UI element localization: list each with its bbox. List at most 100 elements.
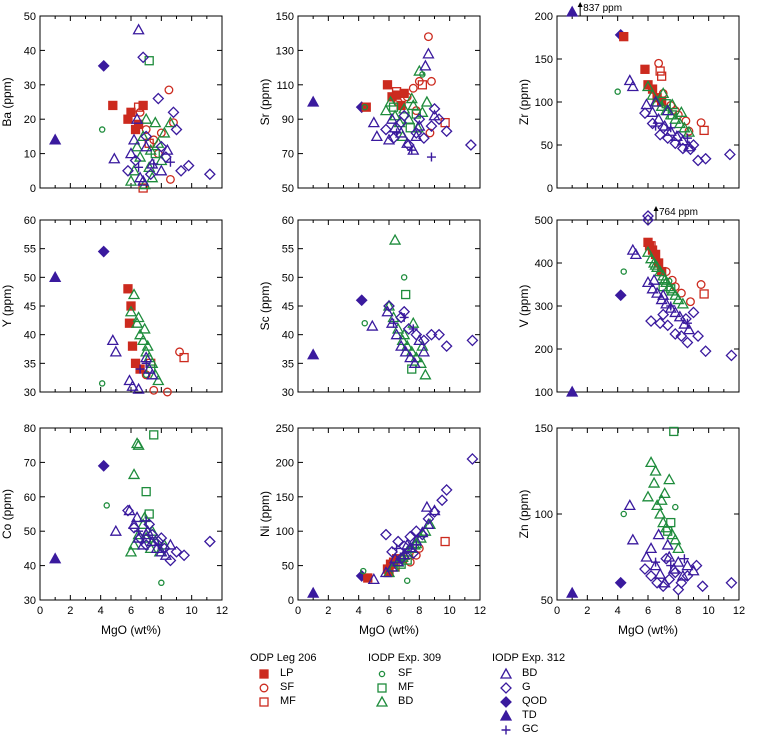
data-point-odp-mf	[655, 66, 665, 76]
data-point-e309-bd	[641, 80, 655, 92]
x-tick-label: 12	[474, 605, 486, 617]
data-point-e312-td	[307, 95, 320, 107]
data-point-e312-bd	[106, 334, 119, 346]
x-tick-label: 6	[128, 605, 134, 617]
data-point-e312-g	[440, 125, 453, 138]
data-point-e312-bd	[395, 339, 408, 351]
data-point-e312-bd	[420, 500, 434, 512]
data-point-e309-bd	[379, 104, 393, 116]
data-point-e312-g	[657, 580, 670, 593]
data-point-e312-g	[687, 139, 700, 151]
y-tick-label: 35	[24, 358, 36, 370]
x-tick-label: 0	[37, 605, 43, 617]
data-point-e312-g	[425, 120, 438, 132]
data-point-e312-g	[464, 139, 477, 151]
x-tick-label: 10	[186, 605, 198, 617]
data-point-odp-mf	[440, 536, 450, 547]
data-point-e312-gc	[135, 364, 145, 374]
data-point-e309-bd	[132, 438, 145, 450]
data-point-e312-g	[164, 554, 177, 567]
data-point-e312-bd	[367, 573, 380, 585]
data-point-e312-bd	[143, 362, 156, 374]
data-point-e312-g	[466, 334, 479, 347]
y-axis-label: Y (ppm)	[0, 285, 14, 327]
data-point-odp-lp	[640, 64, 650, 74]
data-point-e309-bd	[641, 245, 655, 257]
y-tick-label: 40	[24, 45, 36, 57]
data-point-e312-g	[669, 328, 682, 340]
x-axis-label: MgO (wt%)	[618, 623, 678, 637]
data-point-e312-gc	[134, 162, 144, 172]
data-point-e312-gc	[134, 526, 144, 536]
y-tick-label: 300	[535, 301, 553, 313]
x-tick-label: 10	[703, 605, 715, 617]
legend-marker	[499, 667, 513, 679]
data-point-odp-mf	[699, 289, 709, 299]
data-point-e312-bd	[381, 305, 394, 317]
legend-marker	[501, 725, 511, 735]
data-point-e312-bd	[130, 112, 144, 124]
data-point-e312-bd	[417, 345, 430, 357]
data-point-e309-sf	[614, 88, 621, 95]
data-point-e309-bd	[413, 64, 426, 76]
data-point-e312-g	[416, 528, 429, 541]
data-point-odp-sf	[164, 85, 174, 95]
y-tick-label: 200	[535, 344, 553, 356]
plot-frame	[297, 219, 481, 393]
data-point-e312-gc	[411, 540, 421, 550]
data-point-e309-bd	[398, 328, 411, 340]
scatter-panel: 0 50 100 150 200 Zr (ppm) 837 ppm	[517, 2, 740, 195]
x-tick-label: 2	[67, 605, 73, 617]
data-point-e309-bd	[646, 88, 659, 100]
data-point-e309-bd	[655, 493, 668, 505]
data-point-odp-lp	[133, 119, 144, 130]
data-point-e312-g	[672, 583, 685, 596]
data-point-e312-bd	[382, 133, 396, 145]
x-tick-label: 0	[295, 605, 301, 617]
data-point-e312-gc	[141, 516, 151, 526]
data-point-e312-g	[383, 300, 395, 312]
legend-label: MF	[398, 681, 414, 693]
legend-symbol-e309-mf	[377, 683, 387, 693]
x-tick-label: 8	[675, 605, 681, 617]
data-point-e312-g	[122, 164, 134, 177]
data-point-e312-bd	[132, 23, 145, 35]
y-tick-label: 60	[24, 492, 36, 504]
legend-label: TD	[522, 709, 537, 721]
data-point-e312-gc	[392, 543, 402, 553]
data-point-e312-bd	[646, 105, 659, 117]
y-tick-label: 30	[24, 595, 36, 607]
data-point-e312-g	[661, 132, 674, 145]
data-point-e312-bd	[658, 119, 671, 131]
legend-symbol-odp-lp	[259, 669, 269, 679]
x-tick-label: 4	[356, 605, 362, 617]
x-tick-label: 8	[158, 605, 164, 617]
data-point-e312-bd	[140, 528, 153, 540]
data-point-e309-bd	[164, 116, 177, 128]
data-point-e312-gc	[389, 318, 399, 328]
data-point-e309-bd	[130, 140, 144, 152]
x-tick-label: 6	[645, 605, 651, 617]
y-tick-label: 80	[24, 423, 36, 435]
data-point-e312-bd	[130, 511, 144, 523]
data-point-e312-g	[672, 130, 685, 143]
data-point-e312-bd	[109, 524, 122, 536]
legend-symbol-e312-bd	[499, 667, 513, 679]
data-point-e312-bd	[140, 140, 153, 152]
data-point-e309-bd	[658, 273, 671, 285]
legend-marker	[499, 709, 513, 721]
data-point-e312-g	[692, 330, 704, 343]
data-point-odp-mf	[391, 87, 402, 97]
data-point-e309-bd	[140, 531, 153, 543]
data-point-e309-bd	[127, 288, 141, 300]
data-point-e309-bd	[660, 521, 673, 533]
legend-label: SF	[280, 681, 295, 693]
data-point-e309-bd	[414, 356, 427, 368]
data-point-e312-bd	[649, 95, 662, 107]
legend-symbol-odp-sf	[259, 683, 269, 693]
data-point-e309-bd	[669, 112, 682, 124]
data-point-e309-bd	[144, 143, 157, 155]
data-point-e312-g	[398, 109, 411, 122]
data-point-e312-bd	[623, 74, 636, 86]
